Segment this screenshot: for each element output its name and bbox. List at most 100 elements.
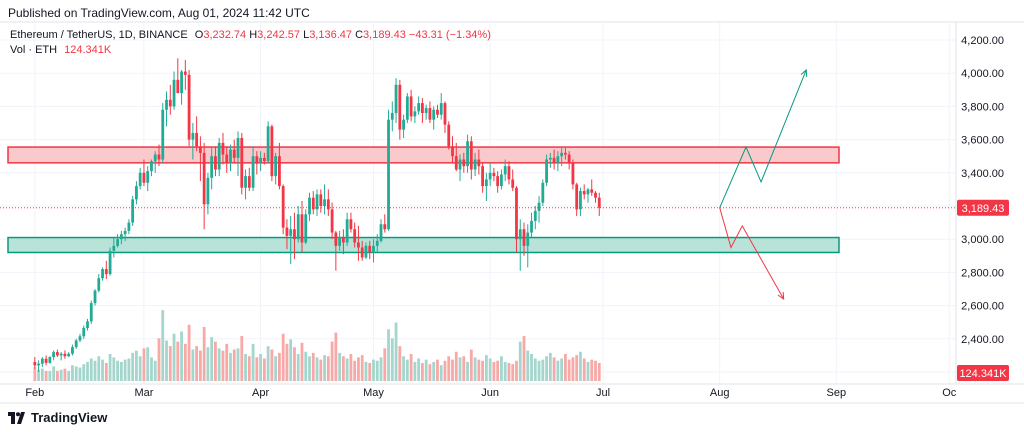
volume-bar — [251, 343, 255, 381]
candle-body — [360, 247, 364, 258]
candle-body — [507, 166, 511, 180]
last-volume-badge[interactable] — [957, 365, 1009, 381]
volume-bar — [357, 357, 360, 381]
volume-bar — [119, 361, 123, 381]
candle-body — [481, 166, 485, 187]
tradingview-footer[interactable]: TradingView — [8, 410, 107, 425]
candle-body — [552, 157, 556, 163]
volume-bar — [270, 349, 274, 381]
volume-bar — [206, 347, 210, 381]
volume-bar — [135, 350, 138, 381]
candle-body — [330, 209, 334, 233]
volume-bar — [443, 360, 447, 381]
volume-bar — [594, 360, 597, 381]
volume-bar — [526, 350, 530, 381]
candle-body — [315, 194, 319, 210]
demand-zone[interactable] — [7, 236, 840, 254]
volume-bar — [262, 358, 266, 381]
volume-bar — [198, 350, 202, 381]
candle-body — [537, 202, 541, 211]
volume-bar — [421, 363, 424, 381]
candle-body — [183, 71, 187, 75]
candle-body — [567, 154, 571, 163]
legend-o-label: O — [194, 29, 204, 41]
volume-bar — [221, 350, 225, 381]
candle-body — [202, 152, 206, 205]
legend-close: 3,189.43 — [363, 29, 406, 41]
candle-body — [375, 240, 379, 246]
volume-bar — [575, 355, 579, 381]
candle-body — [428, 108, 432, 120]
volume-bar — [232, 349, 236, 381]
candle-body — [255, 156, 259, 163]
volume-bar — [101, 359, 104, 381]
volume-bar — [326, 356, 330, 381]
last-price-badge[interactable] — [957, 199, 1009, 216]
candle-body — [78, 336, 82, 341]
volume-bar — [375, 360, 379, 381]
y-tick-label: 3,000.00 — [961, 234, 1004, 246]
x-tick-label: Mar — [134, 387, 153, 399]
candle-body — [93, 290, 97, 304]
volume-bar — [112, 357, 116, 381]
volume-bar — [274, 356, 278, 381]
candle-body — [458, 159, 462, 170]
candle-body — [293, 229, 296, 240]
candle-body — [304, 214, 308, 243]
bullish-projection[interactable] — [719, 69, 807, 208]
legend-volume-label[interactable]: Vol · ETH — [10, 44, 58, 56]
volume-bar — [146, 347, 150, 381]
volume-bar — [345, 358, 349, 381]
volume-bar — [48, 370, 52, 381]
volume-bar — [477, 359, 481, 381]
last-volume-label: 124.341K — [959, 368, 1007, 380]
candle-body — [247, 176, 251, 188]
candle-body — [353, 229, 357, 243]
legend-low: 3,136.47 — [309, 29, 353, 41]
volume-bar — [308, 356, 311, 381]
candle-body — [503, 166, 507, 175]
candle-body — [451, 146, 454, 157]
candle-body — [409, 96, 413, 117]
volume-bar — [127, 358, 131, 381]
candle-body — [300, 214, 304, 243]
volume-bar — [300, 342, 304, 381]
candle-body — [244, 176, 247, 188]
candle-body — [432, 109, 436, 120]
candle-body — [323, 199, 326, 206]
volume-bar — [217, 348, 221, 381]
candle-body — [142, 172, 146, 183]
legend-symbol[interactable]: Ethereum / TetherUS, 1D, BINANCE — [10, 29, 188, 41]
candle-body — [210, 156, 214, 178]
candle-body — [372, 245, 375, 253]
legend-volume-value: 124.341K — [64, 44, 112, 56]
volume-bar — [123, 359, 127, 381]
tradingview-brand: TradingView — [31, 410, 108, 425]
bearish-projection[interactable] — [719, 207, 785, 300]
candle-body — [496, 176, 500, 187]
volume-bar — [398, 346, 402, 381]
candle-body — [308, 197, 311, 215]
volume-bar — [330, 341, 334, 381]
candle-body — [131, 199, 135, 223]
candle-body — [251, 156, 255, 188]
candle-body — [232, 149, 236, 158]
legend-open: 3,232.74 — [203, 29, 247, 41]
candle-body — [390, 113, 394, 120]
supply-zone[interactable] — [7, 146, 840, 164]
volume-bar — [473, 357, 477, 381]
volume-bar — [387, 329, 390, 381]
volume-bar — [214, 341, 217, 381]
volume-bar — [413, 361, 417, 381]
volume-bar — [86, 361, 89, 381]
volume-bar — [52, 366, 56, 381]
volume-bar — [488, 358, 492, 381]
candle-body — [270, 126, 274, 177]
candle-body — [398, 84, 402, 130]
y-tick-label: 2,800.00 — [961, 267, 1004, 279]
candle-body — [150, 161, 153, 172]
chart-legend: Ethereum / TetherUS, 1D, BINANCE O3,232.… — [10, 28, 491, 58]
volume-bar — [458, 357, 462, 381]
volume-bar — [104, 363, 108, 381]
